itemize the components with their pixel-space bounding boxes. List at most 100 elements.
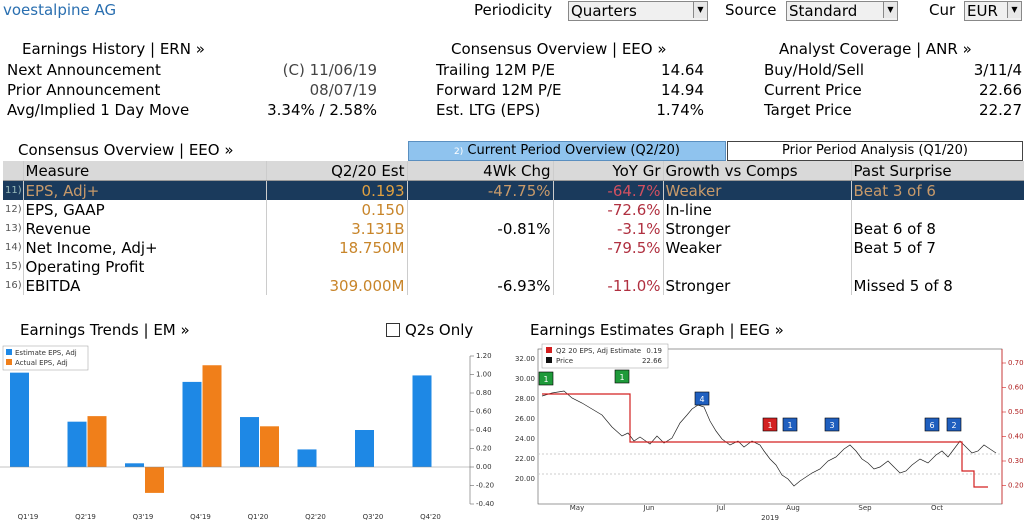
chg-cell: -47.75% bbox=[407, 180, 554, 200]
estimate-bar bbox=[412, 375, 432, 467]
x-tick-label: Q3'19 bbox=[133, 513, 154, 521]
header-measure[interactable]: Measure bbox=[23, 161, 267, 181]
consensus-overview-title[interactable]: Consensus Overview | EEO » bbox=[451, 40, 667, 58]
event-badge-label: 4 bbox=[699, 395, 704, 404]
cur-label: Cur bbox=[929, 1, 956, 19]
tab-prior-period[interactable]: Prior Period Analysis (Q1/20) bbox=[727, 141, 1023, 161]
row-label: Next Announcement bbox=[7, 61, 161, 79]
right-tick-label: 0.30 bbox=[1008, 457, 1024, 465]
actual-legend-swatch bbox=[6, 359, 12, 365]
row-label: Current Price bbox=[764, 81, 862, 99]
source-select[interactable]: Standard ▼ bbox=[786, 1, 898, 21]
estimate-cell bbox=[266, 257, 408, 276]
table-row[interactable]: 14) Net Income, Adj+ 18.750M -79.5% Weak… bbox=[3, 238, 1024, 257]
chg-cell: -6.93% bbox=[407, 276, 554, 295]
eeg-legend bbox=[541, 343, 669, 369]
left-tick-label: 30.00 bbox=[515, 375, 535, 383]
event-badge-label: 1 bbox=[767, 421, 772, 430]
row-label: Prior Announcement bbox=[7, 81, 161, 99]
x-tick-label: Q1'20 bbox=[248, 513, 269, 521]
chevron-down-icon: ▼ bbox=[883, 2, 897, 18]
actual-bar bbox=[87, 416, 107, 467]
measure-cell[interactable]: EPS, Adj+ bbox=[23, 180, 267, 200]
table-row[interactable]: 12) EPS, GAAP 0.150 -72.6% In-line bbox=[3, 200, 1024, 219]
month-label: Jul bbox=[716, 504, 726, 512]
tab-current-label: Current Period Overview (Q2/20) bbox=[467, 143, 680, 158]
earnings-trends-title[interactable]: Earnings Trends | EM » bbox=[20, 321, 190, 339]
row-value: 3.34% / 2.58% bbox=[267, 101, 377, 119]
event-badge[interactable] bbox=[694, 391, 710, 406]
yoy-cell: -64.7% bbox=[553, 180, 664, 200]
measure-cell[interactable]: EPS, GAAP bbox=[23, 200, 267, 219]
table-row[interactable]: 11) EPS, Adj+ 0.193 -47.75% -64.7% Weake… bbox=[3, 180, 1024, 200]
row-label: Buy/Hold/Sell bbox=[764, 61, 865, 79]
chevron-down-icon: ▼ bbox=[693, 2, 707, 18]
price-legend-label: Price bbox=[556, 357, 573, 365]
left-tick-label: 32.00 bbox=[515, 355, 535, 363]
y-tick-label: 0.00 bbox=[476, 463, 492, 471]
estimates-graph-title[interactable]: Earnings Estimates Graph | EEG » bbox=[530, 321, 784, 339]
actual-bar bbox=[145, 467, 164, 493]
event-badge[interactable] bbox=[824, 417, 840, 432]
month-label: Sep bbox=[858, 504, 872, 512]
actual-bar bbox=[260, 426, 279, 467]
estimate-legend-label: Estimate EPS, Adj bbox=[15, 349, 77, 357]
event-badge[interactable] bbox=[614, 369, 630, 384]
q2s-only-checkbox[interactable]: Q2s Only bbox=[386, 321, 473, 339]
event-badge[interactable] bbox=[762, 417, 778, 432]
actual-legend-label: Actual EPS, Adj bbox=[15, 359, 68, 367]
periodicity-select[interactable]: Quarters ▼ bbox=[568, 1, 708, 21]
source-label: Source bbox=[725, 1, 777, 19]
event-badge-label: 2 bbox=[951, 421, 956, 430]
tab-current-period[interactable]: 2) Current Period Overview (Q2/20) bbox=[408, 141, 726, 161]
measure-cell[interactable]: Operating Profit bbox=[23, 257, 267, 276]
right-tick-label: 0.40 bbox=[1008, 433, 1024, 441]
currency-select[interactable]: EUR ▼ bbox=[964, 1, 1022, 21]
surprise-cell: Beat 6 of 8 bbox=[851, 219, 1024, 238]
tab-prior-label: Prior Period Analysis (Q1/20) bbox=[782, 143, 968, 158]
consensus-table: Measure Q2/20 Est 4Wk Chg YoY Gr Growth … bbox=[3, 161, 1024, 295]
estimate-cell: 309.000M bbox=[266, 276, 408, 295]
event-badge[interactable] bbox=[924, 417, 940, 432]
header-4wk-chg[interactable]: 4Wk Chg bbox=[407, 161, 554, 181]
x-tick-label: Q1'19 bbox=[18, 513, 39, 521]
table-row[interactable]: 13) Revenue 3.131B -0.81% -3.1% Stronger… bbox=[3, 219, 1024, 238]
header-yoy-gr[interactable]: YoY Gr bbox=[553, 161, 664, 181]
table-header-row: Measure Q2/20 Est 4Wk Chg YoY Gr Growth … bbox=[3, 161, 1024, 181]
estimate-legend-swatch bbox=[6, 349, 12, 355]
row-value: 08/07/19 bbox=[309, 81, 377, 99]
measure-cell[interactable]: Revenue bbox=[23, 219, 267, 238]
measure-cell[interactable]: Net Income, Adj+ bbox=[23, 238, 267, 257]
x-tick-label: Q3'20 bbox=[363, 513, 384, 521]
month-label: Aug bbox=[786, 504, 800, 512]
growth-cell: Weaker bbox=[663, 238, 852, 257]
x-tick-label: Q2'19 bbox=[75, 513, 96, 521]
ltg-row: Est. LTG (EPS) 1.74% bbox=[436, 100, 704, 120]
yoy-cell: -79.5% bbox=[553, 238, 664, 257]
header-past-surprise[interactable]: Past Surprise bbox=[851, 161, 1024, 181]
table-row[interactable]: 15) Operating Profit bbox=[3, 257, 1024, 276]
event-badge[interactable] bbox=[538, 371, 554, 386]
event-badge[interactable] bbox=[782, 417, 798, 432]
checkbox-icon bbox=[386, 323, 400, 337]
row-number: 13) bbox=[3, 219, 24, 238]
header-est[interactable]: Q2/20 Est bbox=[266, 161, 408, 181]
row-value: 1.74% bbox=[656, 101, 704, 119]
consensus-table-title[interactable]: Consensus Overview | EEO » bbox=[18, 141, 234, 159]
price-legend-swatch bbox=[546, 357, 552, 363]
measure-cell[interactable]: EBITDA bbox=[23, 276, 267, 295]
event-badge[interactable] bbox=[946, 417, 962, 432]
surprise-cell bbox=[851, 257, 1024, 276]
chart-legend bbox=[2, 345, 89, 371]
growth-cell bbox=[663, 257, 852, 276]
earnings-history-panel: Next Announcement (C) 11/06/19 Prior Ann… bbox=[7, 60, 377, 120]
y-tick-label: -0.40 bbox=[476, 500, 494, 508]
analyst-coverage-title[interactable]: Analyst Coverage | ANR » bbox=[779, 40, 972, 58]
estimate-legend-swatch bbox=[546, 347, 552, 353]
header-growth-vs-comps[interactable]: Growth vs Comps bbox=[663, 161, 852, 181]
growth-cell: In-line bbox=[663, 200, 852, 219]
table-row[interactable]: 16) EBITDA 309.000M -6.93% -11.0% Strong… bbox=[3, 276, 1024, 295]
left-tick-label: 22.00 bbox=[515, 455, 535, 463]
q2s-only-label: Q2s Only bbox=[405, 321, 474, 339]
earnings-history-title[interactable]: Earnings History | ERN » bbox=[22, 40, 205, 58]
